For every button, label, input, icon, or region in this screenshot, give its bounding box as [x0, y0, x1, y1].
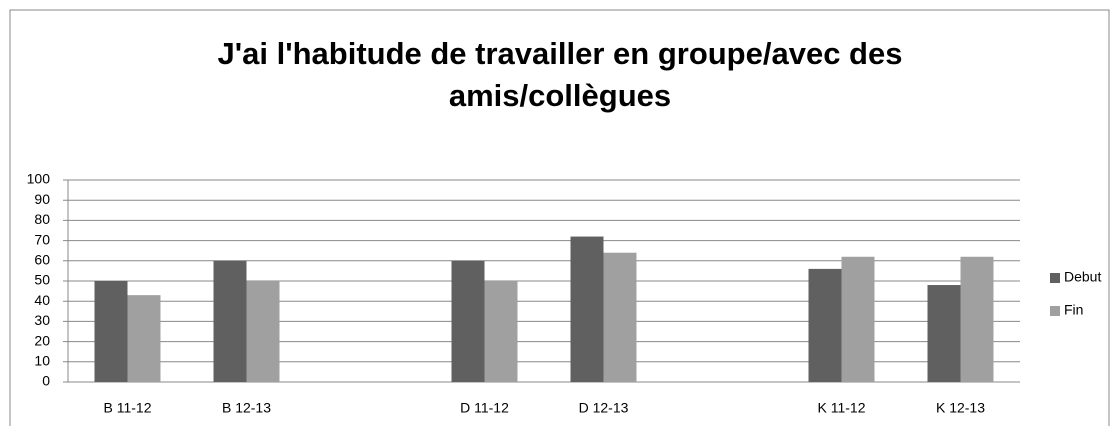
bar — [94, 281, 128, 382]
y-tick-label: 50 — [34, 272, 50, 288]
x-tick-label: B 11-12 — [104, 400, 152, 416]
legend-swatch — [1050, 306, 1060, 316]
x-tick-label: K 12-13 — [936, 400, 985, 416]
bar — [127, 295, 161, 382]
bar — [570, 236, 604, 382]
bar — [484, 281, 518, 382]
y-tick-label: 100 — [27, 171, 51, 187]
chart-title: amis/collègues — [449, 78, 671, 113]
y-tick-label: 30 — [34, 312, 50, 328]
bar — [213, 260, 247, 382]
x-tick-label: D 12-13 — [579, 400, 629, 416]
y-tick-label: 80 — [34, 211, 50, 227]
chart-title: J'ai l'habitude de travailler en groupe/… — [218, 36, 903, 71]
x-tick-label: B 12-13 — [222, 400, 271, 416]
x-tick-label: K 11-12 — [818, 400, 866, 416]
y-tick-label: 90 — [34, 191, 50, 207]
y-tick-label: 0 — [42, 373, 50, 389]
y-tick-label: 20 — [34, 332, 50, 348]
x-tick-label: D 11-12 — [460, 400, 509, 416]
bar — [927, 285, 961, 382]
legend-label: Debut — [1064, 269, 1101, 285]
bar — [808, 268, 842, 382]
y-tick-label: 70 — [34, 231, 50, 247]
legend-label: Fin — [1064, 302, 1083, 318]
bar — [960, 256, 994, 382]
y-tick-label: 10 — [34, 353, 50, 369]
y-tick-label: 40 — [34, 292, 50, 308]
legend-swatch — [1050, 273, 1060, 283]
y-tick-label: 60 — [34, 252, 50, 268]
bar — [451, 260, 485, 382]
bar — [841, 256, 875, 382]
bar — [603, 252, 637, 382]
chart-frame — [9, 9, 1110, 426]
bar — [246, 281, 280, 382]
